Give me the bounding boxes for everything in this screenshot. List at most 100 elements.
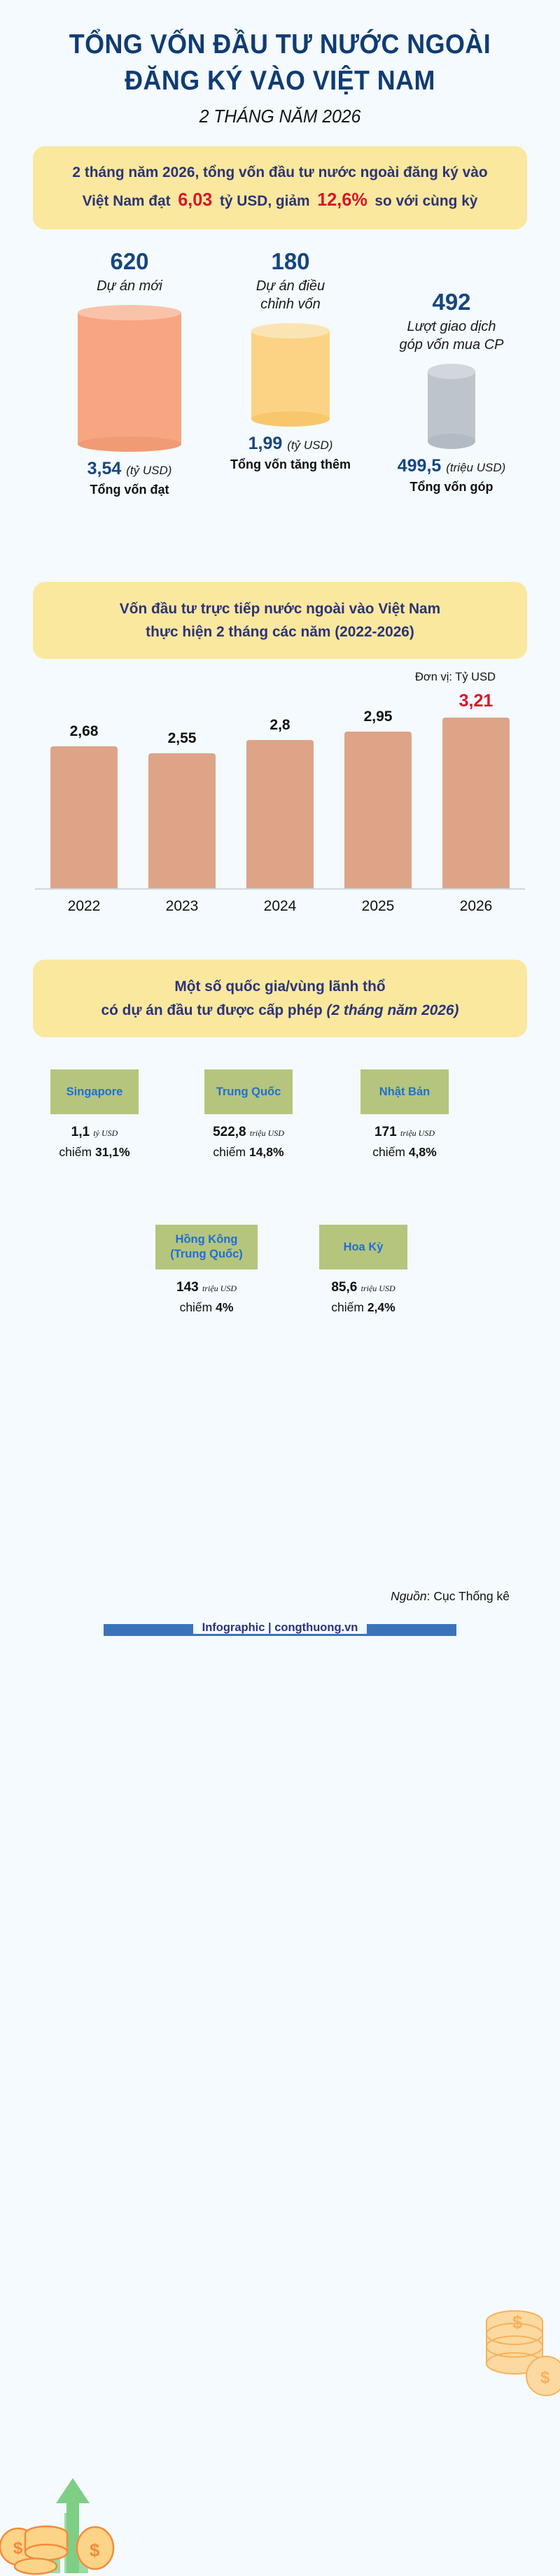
cylinder-value-number-3: 499,5	[397, 455, 442, 476]
bar-rect-2026[interactable]	[442, 718, 510, 890]
country-share-usa: chiếm 2,4%	[297, 1300, 430, 1315]
country-value-unit-japan: triệu USD	[400, 1127, 435, 1138]
source-note: Nguồn: Cục Thống kê	[391, 1589, 510, 1604]
country-share-value-japan: 4,8%	[408, 1144, 437, 1159]
svg-text:$: $	[512, 2312, 523, 2333]
chart-section-heading: Vốn đầu tư trực tiếp nước ngoài vào Việt…	[33, 581, 527, 660]
country-card-japan: Nhật Bản 171 triệu USD chiếm 4,8%	[338, 1069, 471, 1160]
countries-heading-line1: Một số quốc gia/vùng lãnh thổ	[174, 978, 386, 995]
country-share-singapore: chiếm 31,1%	[28, 1145, 161, 1160]
country-share-prefix-china: chiếm	[213, 1144, 246, 1159]
x-label-2026: 2026	[459, 898, 493, 915]
x-label-2025: 2025	[361, 898, 395, 915]
fdi-bar-chart: 2,68 2,55 2,8 2,95 3,21 2022 2023	[0, 690, 560, 920]
cylinder-shape-2	[251, 322, 330, 427]
callout-text-b: tỷ USD, giảm	[219, 192, 310, 209]
country-name-box-japan[interactable]: Nhật Bản	[360, 1069, 449, 1114]
page-subtitle: 2 THÁNG NĂM 2026	[199, 105, 361, 127]
country-share-prefix-singapore: chiếm	[59, 1144, 92, 1159]
bar-value-label-2026: 3,21	[458, 691, 493, 711]
country-value-number-usa: 85,6	[331, 1279, 358, 1295]
cylinder-sublabel-3: Tổng vốn góp	[410, 479, 493, 494]
callout-value-change: 12,6%	[317, 188, 368, 210]
chart-bars: 2,68 2,55 2,8 2,95 3,21	[50, 690, 510, 890]
country-share-prefix-hongkong: chiếm	[179, 1300, 213, 1314]
bar-column-2025: 2,95	[344, 709, 412, 890]
country-value-unit-singapore: tỷ USD	[93, 1127, 118, 1138]
country-name-usa: Hoa Kỳ	[343, 1240, 384, 1253]
country-value-singapore: 1,1 tỷ USD	[28, 1125, 161, 1140]
cylinder-caption-3: Lượt giao dịch góp vốn mua CP	[399, 318, 504, 353]
country-name-china: Trung Quốc	[216, 1085, 281, 1098]
countries-grid: $ $ Singapore 1,1 tỷ USD chiếm 31,1% Tru…	[0, 1037, 560, 2575]
cylinder-value-1: 3,54 (tỷ USD)	[42, 459, 217, 479]
cylinder-value-unit-2: (tỷ USD)	[287, 438, 333, 452]
page-title-line1: TỔNG VỐN ĐẦU TƯ NƯỚC NGOÀI	[69, 29, 491, 59]
country-value-number-hongkong: 143	[176, 1279, 199, 1295]
x-label-2024: 2024	[263, 898, 297, 915]
country-name-box-singapore[interactable]: Singapore	[50, 1069, 139, 1114]
country-value-number-singapore: 1,1	[71, 1124, 90, 1139]
cylinder-top-ellipse-1	[78, 304, 181, 320]
x-label-2023: 2023	[165, 898, 199, 915]
country-value-unit-hongkong: triệu USD	[202, 1283, 237, 1293]
countries-section-heading: Một số quốc gia/vùng lãnh thổ có dự án đ…	[33, 960, 527, 1037]
country-value-japan: 171 triệu USD	[338, 1125, 471, 1140]
cylinder-stat-capital-contribution: 492 Lượt giao dịch góp vốn mua CP 499,5 …	[364, 288, 539, 494]
footer-credit-text: Infographic | congthuong.vn	[192, 1621, 368, 1634]
country-value-number-japan: 171	[374, 1124, 397, 1139]
bar-rect-2022[interactable]	[50, 746, 118, 890]
country-value-usa: 85,6 triệu USD	[297, 1280, 430, 1295]
country-value-unit-china: triệu USD	[249, 1127, 284, 1138]
country-name-box-china[interactable]: Trung Quốc	[204, 1069, 293, 1114]
country-name-box-hongkong[interactable]: Hồng Kông (Trung Quốc)	[155, 1224, 258, 1269]
cylinder-value-3: 499,5 (triệu USD)	[364, 456, 539, 476]
country-name-box-usa[interactable]: Hoa Kỳ	[319, 1224, 407, 1269]
callout-text-a: Việt Nam đạt	[82, 192, 171, 209]
cylinder-value-number-1: 3,54	[87, 458, 122, 478]
bar-column-2026: 3,21	[442, 691, 510, 890]
bar-column-2023: 2,55	[148, 730, 216, 890]
country-name-hongkong: Hồng Kông (Trung Quốc)	[170, 1233, 243, 1260]
country-name-japan: Nhật Bản	[379, 1085, 430, 1098]
bar-value-label-2022: 2,68	[69, 723, 99, 740]
cylinder-body-2	[251, 330, 330, 419]
countries-heading-text: có dự án đầu tư được cấp phép	[101, 1001, 323, 1018]
x-label-2022: 2022	[67, 898, 101, 915]
coins-stack-icon: $ $	[486, 2310, 560, 2396]
page-header: TỔNG VỐN ĐẦU TƯ NƯỚC NGOÀI ĐĂNG KÝ VÀO V…	[0, 0, 560, 127]
bar-value-label-2023: 2,55	[167, 730, 197, 747]
cylinder-stats-section: 620 Dự án mới 3,54 (tỷ USD) Tổng vốn đạt…	[0, 246, 560, 526]
cylinder-body-3	[428, 371, 475, 441]
country-card-china: Trung Quốc 522,8 triệu USD chiếm 14,8%	[182, 1069, 315, 1160]
country-share-japan: chiếm 4,8%	[338, 1145, 471, 1160]
cylinder-count-3: 492	[432, 288, 471, 315]
cylinder-top-ellipse-3	[428, 363, 475, 379]
bar-rect-2025[interactable]	[344, 732, 412, 890]
bar-column-2024: 2,8	[246, 717, 314, 890]
country-share-value-hongkong: 4%	[216, 1300, 234, 1314]
callout-line-2: Việt Nam đạt 6,03 tỷ USD, giảm 12,6% so …	[48, 185, 512, 214]
country-value-number-china: 522,8	[213, 1124, 246, 1139]
chart-x-axis-labels: 2022 2023 2024 2025 2026	[50, 898, 510, 915]
country-share-value-china: 14,8%	[248, 1144, 284, 1159]
callout-text-c: so với cùng kỳ	[374, 192, 478, 209]
country-share-prefix-japan: chiếm	[372, 1144, 405, 1159]
country-share-hongkong: chiếm 4%	[140, 1300, 273, 1315]
bar-rect-2024[interactable]	[246, 740, 314, 890]
svg-text:$: $	[90, 2540, 100, 2561]
cylinder-caption-2: Dự án điều chỉnh vốn	[255, 278, 326, 312]
cylinder-bottom-ellipse-1	[78, 436, 181, 452]
cylinder-top-ellipse-2	[251, 322, 330, 339]
cylinder-value-unit-1: (tỷ USD)	[126, 463, 172, 477]
bar-value-label-2025: 2,95	[363, 709, 393, 725]
bar-rect-2023[interactable]	[148, 753, 216, 890]
cylinder-stat-new-projects: 620 Dự án mới 3,54 (tỷ USD) Tổng vốn đạt	[42, 248, 217, 497]
countries-heading-line2: có dự án đầu tư được cấp phép (2 tháng n…	[50, 999, 510, 1022]
cylinder-caption-1: Dự án mới	[97, 278, 162, 294]
chart-heading-line2: thực hiện 2 tháng các năm (2022-2026)	[146, 622, 414, 640]
cylinder-value-2: 1,99 (tỷ USD)	[203, 434, 378, 454]
cylinder-count-1: 620	[110, 248, 149, 274]
footer-credit: Infographic | congthuong.vn	[0, 1621, 560, 1635]
